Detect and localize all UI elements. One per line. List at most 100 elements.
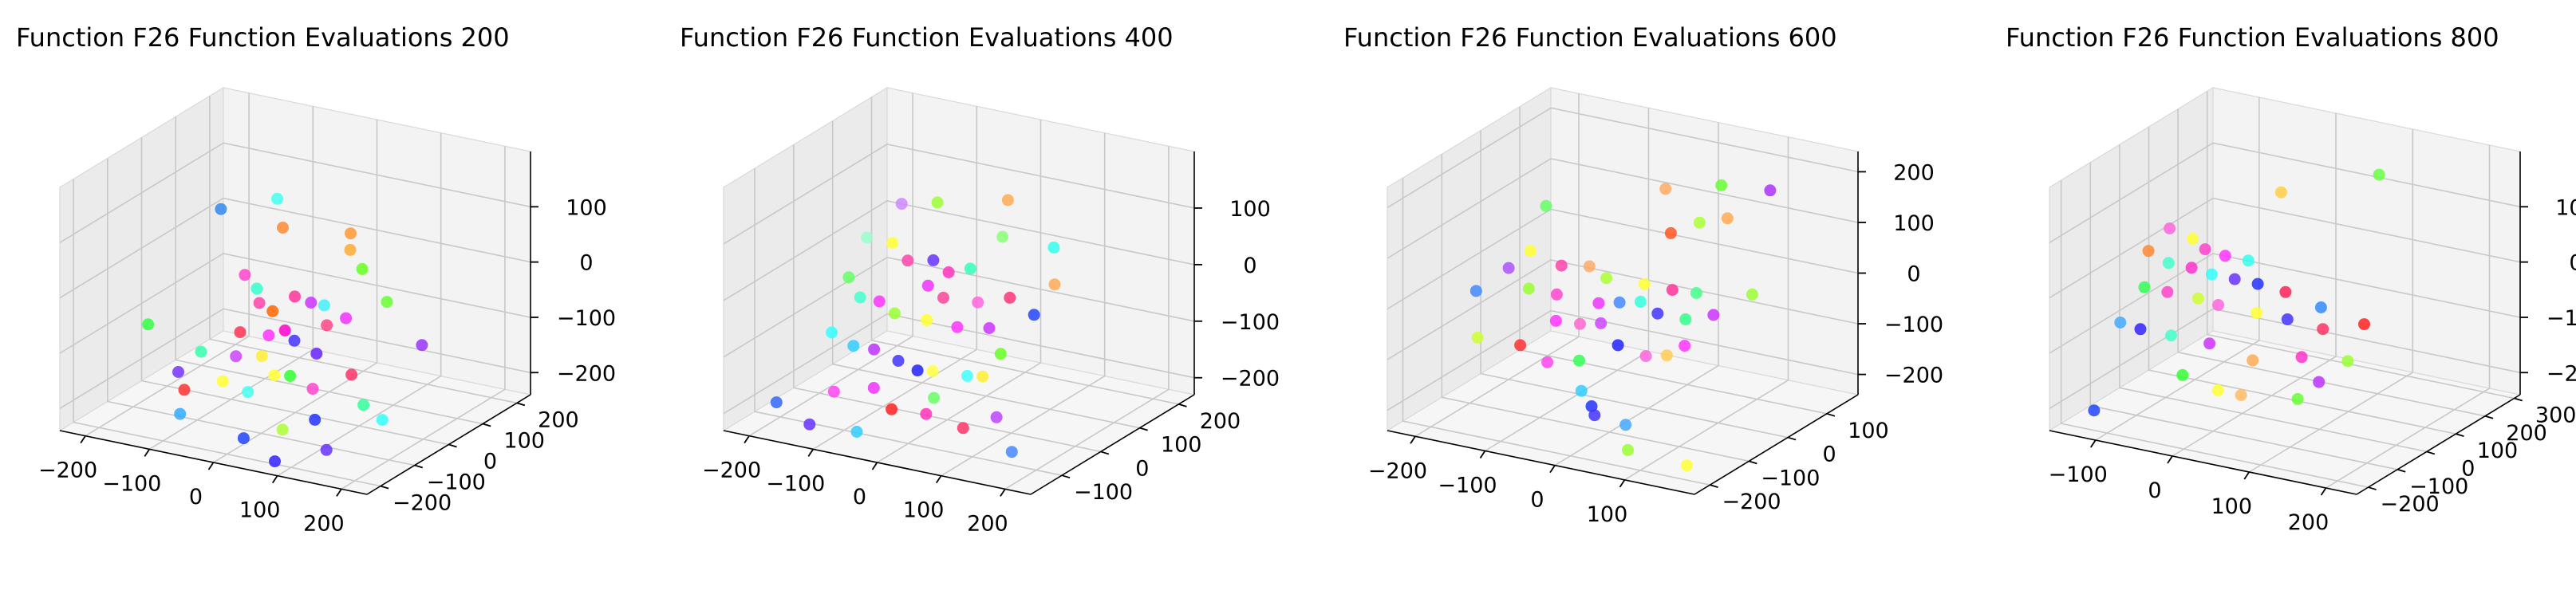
x-gridline — [812, 106, 978, 450]
scatter-point — [271, 192, 283, 205]
scatter-point — [309, 413, 322, 426]
x-tick-label: 0 — [1530, 488, 1544, 513]
x-ticks: −200−100 0 100 200 — [38, 435, 345, 536]
scatter-point — [886, 237, 899, 250]
scatter-point — [931, 196, 944, 209]
y-tick-label: 100 — [1848, 419, 1889, 443]
y-tick-mark — [448, 443, 457, 448]
y-tick-label: 300 — [2535, 403, 2576, 427]
scatter-point — [2142, 245, 2155, 258]
y-gridline — [1402, 178, 1710, 486]
y-tick-label: 100 — [503, 428, 545, 453]
scatter-point — [266, 305, 279, 317]
y-tick-mark — [414, 464, 424, 469]
z-tick-label: 100 — [1893, 211, 1935, 236]
axis-lines — [2049, 152, 2521, 495]
y-tick-mark — [1787, 436, 1797, 441]
y-tick-label: −100 — [1761, 466, 1820, 490]
scatter-point — [216, 375, 229, 388]
y-gridline — [754, 168, 1063, 476]
scatter-point — [2235, 389, 2247, 401]
scatter-point — [269, 455, 281, 468]
scatter-point — [1715, 179, 1728, 191]
z-tick-label: −100 — [557, 306, 616, 331]
z-gridline — [59, 253, 531, 354]
x-axis-line — [2049, 430, 2357, 495]
scatter-point — [2219, 250, 2231, 262]
scatter-point — [250, 282, 263, 295]
scatter-point — [873, 295, 886, 308]
z-gridline — [2049, 197, 2521, 299]
scatter-point — [2279, 285, 2292, 298]
z-tick-label: −100 — [1884, 313, 1943, 337]
z-tick-label: 100 — [1229, 197, 1271, 222]
x-gridline — [213, 120, 378, 463]
x-tick-label: −100 — [1438, 473, 1497, 498]
x-tick-mark — [1410, 435, 1416, 444]
y-tick-mark — [2426, 451, 2436, 455]
axes-panes — [1386, 86, 1860, 495]
z-tick-label: 0 — [1243, 254, 1256, 278]
scatter-point — [983, 322, 996, 334]
y-gridline — [1480, 130, 1789, 439]
scatter-point — [310, 348, 323, 360]
z-ticks: −200 −100 0 100 — [531, 195, 616, 386]
scatter-point — [2138, 281, 2151, 293]
scatter-point — [2341, 355, 2354, 368]
z-ticks: −200 −100 0 100 — [2520, 195, 2576, 386]
z-gridline — [723, 256, 1195, 358]
x-tick-label: −100 — [2049, 462, 2108, 487]
y-tick-label: 0 — [1135, 456, 1149, 481]
x-tick-label: −200 — [702, 458, 761, 483]
scatter-point — [2114, 317, 2127, 329]
scatter-point — [305, 297, 318, 309]
scatter-point — [1764, 184, 1777, 197]
subplot-evaluations-200: Function F26 Function Evaluations 200 −2… — [16, 22, 616, 536]
scatter-point — [928, 392, 941, 404]
scatter-point — [867, 382, 880, 394]
scatter-point — [2251, 277, 2264, 290]
scatter-point — [2211, 384, 2224, 396]
scatter-point — [2242, 254, 2254, 267]
z-ticks: −200 −100 0 100 200 — [1858, 160, 1943, 388]
z-tick-label: 0 — [1907, 262, 1920, 287]
gridlines — [2049, 91, 2521, 489]
y-tick-label: −100 — [427, 470, 486, 495]
y-tick-label: −100 — [2409, 474, 2468, 499]
scatter-point — [2281, 313, 2294, 325]
scatter-point — [996, 230, 1009, 243]
y-tick-mark — [1178, 403, 1187, 407]
y-gridline — [107, 158, 415, 466]
scatter-point — [306, 383, 319, 395]
scatter-point — [920, 407, 933, 420]
scatter-point — [239, 269, 251, 281]
x-gridline — [85, 92, 250, 437]
scatter-point — [278, 324, 291, 336]
scatter-point — [1659, 183, 1672, 195]
scatter-point — [1555, 259, 1568, 272]
scatter-series — [1469, 179, 1777, 472]
scatter-point — [1502, 262, 1515, 274]
y-tick-mark — [2456, 433, 2464, 437]
x-gridline — [341, 146, 506, 490]
y-gridline — [175, 116, 483, 425]
scatter-point — [1693, 216, 1706, 229]
scatter-point — [1613, 296, 1626, 309]
x-tick-label: 0 — [189, 485, 203, 510]
scatter-point — [1048, 278, 1061, 291]
z-tick-label: 0 — [2569, 251, 2576, 276]
scatter-point — [921, 313, 933, 326]
scatter-point — [1666, 284, 1679, 297]
scatter-point — [2212, 299, 2225, 311]
y-gridline — [209, 96, 518, 404]
x-tick-mark — [1619, 479, 1626, 488]
y-gridline — [2148, 127, 2456, 435]
scatter-point — [2191, 292, 2204, 305]
z-gridline — [723, 144, 1195, 245]
x-tick-mark — [935, 475, 942, 484]
scatter-point — [895, 198, 908, 211]
subplot-title: Function F26 Function Evaluations 400 — [680, 22, 1174, 53]
scatter-point — [888, 307, 901, 320]
scatter-point — [1514, 339, 1527, 352]
